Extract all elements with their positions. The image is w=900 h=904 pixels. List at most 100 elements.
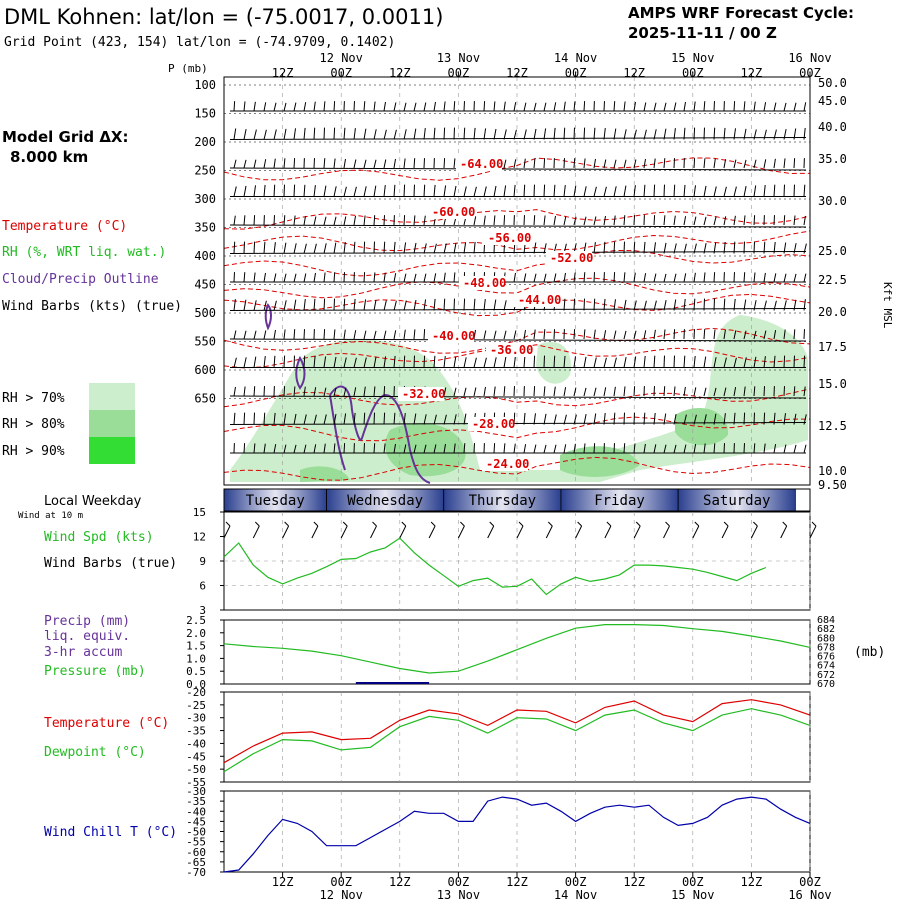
- wind-barb-flag: [714, 101, 715, 111]
- pressure-tick-label: 350: [194, 221, 216, 235]
- wind-barb-flag: [294, 356, 295, 368]
- top-time-label: 00Z: [682, 66, 704, 80]
- cycle-title: AMPS WRF Forecast Cycle:: [628, 4, 854, 22]
- top-date-label: 16 Nov: [788, 51, 831, 65]
- pressure-tick-label: 100: [194, 78, 216, 92]
- wind-barb-flag: [334, 299, 335, 311]
- top-date-label: 14 Nov: [554, 51, 597, 65]
- wind-barb-flag: [364, 242, 365, 254]
- temperature-contour-label: -44.00: [518, 293, 561, 307]
- panel-y-label: -50: [186, 763, 206, 776]
- pressure-tick-label: 400: [194, 249, 216, 263]
- wind-barb-flag: [504, 215, 505, 225]
- temperature-contour-label: -24.00: [486, 457, 529, 471]
- kft-tick-label: 35.0: [818, 152, 847, 166]
- wind-barb-flag: [414, 356, 415, 368]
- wind-barb-flag: [364, 272, 365, 282]
- weekday-label: Saturday: [703, 493, 770, 509]
- wind-barb-flag: [794, 185, 795, 197]
- top-time-label: 00Z: [330, 66, 352, 80]
- pressure-unit-label: (mb): [854, 645, 885, 660]
- wind-barb-flag: [454, 128, 455, 140]
- wind-barb-flag: [714, 299, 715, 311]
- wind-barb-flag: [564, 128, 565, 140]
- temperature-panel: -20-25-30-35-40-45-50-55: [186, 686, 810, 789]
- wind-barb-flag: [714, 128, 715, 140]
- bottom-date-label: 15 Nov: [671, 888, 714, 900]
- wind-barb-flag: [284, 386, 285, 396]
- bottom-date-label: 14 Nov: [554, 888, 597, 900]
- wind-barb-flag: [334, 101, 335, 111]
- wind-barb-flag: [244, 242, 245, 254]
- pressure-tick-label: 670: [817, 679, 835, 690]
- pressure-tick-label: 450: [194, 278, 216, 292]
- wind-barb-flag: [564, 158, 565, 168]
- temperature-contour-label: -64.00: [460, 157, 503, 171]
- bottom-time-label: 12Z: [623, 875, 645, 889]
- kft-tick-label: 40.0: [818, 120, 847, 134]
- panel-y-label: -25: [186, 699, 206, 712]
- kft-tick-label: 17.5: [818, 340, 847, 354]
- wind-barb-flag: [554, 356, 555, 368]
- wind-barb-flag: [744, 443, 745, 453]
- weekday-label: Friday: [594, 493, 645, 509]
- wind-barb-flag: [464, 299, 465, 311]
- wind-barb-flag: [304, 329, 305, 339]
- wind-barb-flag: [314, 128, 315, 140]
- pressure-tick-label: 300: [194, 192, 216, 206]
- wind-barb-flag: [624, 443, 625, 453]
- bottom-time-label: 12Z: [272, 875, 294, 889]
- panel-y-label: -45: [186, 750, 206, 763]
- wind-barb-flag: [244, 443, 245, 453]
- temperature-contour-label: -36.00: [490, 343, 533, 357]
- kft-tick-label: 15.0: [818, 377, 847, 391]
- pressure-tick-label: 250: [194, 164, 216, 178]
- wind-barb-flag: [544, 185, 545, 197]
- model-grid-value: 8.000 km: [10, 148, 88, 166]
- rh80-label: RH > 80%: [2, 417, 65, 432]
- wind-barb-flag: [344, 443, 345, 453]
- temperature-contour-label: -60.00: [432, 205, 475, 219]
- wind-barb-flag: [594, 272, 595, 282]
- wind-barb-flag: [254, 215, 255, 225]
- wind-barb-flag: [374, 443, 375, 453]
- wind-barb-flag: [784, 185, 785, 197]
- windchill-panel: -30-35-40-45-50-55-60-65-70: [186, 785, 810, 879]
- bottom-time-label: 12Z: [506, 875, 528, 889]
- panel-y-label: 1.0: [186, 652, 206, 665]
- wind-barb-flag: [754, 413, 755, 425]
- wind-barb-flag: [444, 158, 445, 168]
- kft-tick-label: 45.0: [818, 94, 847, 108]
- wind-barb-flag: [524, 215, 525, 225]
- temperature-label: Temperature (°C): [44, 716, 169, 731]
- top-time-label: 00Z: [799, 66, 821, 80]
- wind-barb-flag: [254, 242, 255, 254]
- wind-barb-flag: [324, 299, 325, 311]
- bottom-time-label: 12Z: [741, 875, 763, 889]
- wind-barb-flag: [264, 386, 265, 396]
- wind-barbs-label: Wind Barbs (true): [44, 556, 177, 571]
- wind-barb-flag: [444, 128, 445, 140]
- wind-barb-flag: [764, 413, 765, 425]
- kft-tick-label: 22.5: [818, 273, 847, 287]
- pressure-tick-label: 650: [194, 392, 216, 406]
- kft-tick-label: 10.0: [818, 464, 847, 478]
- rh90-swatch: [89, 437, 135, 464]
- temperature-contour-label: -40.00: [432, 329, 475, 343]
- wind-barb-flag: [694, 329, 695, 339]
- rh70-swatch: [89, 383, 135, 410]
- station-title: DML Kohnen: lat/lon = (-75.0017, 0.0011): [4, 5, 443, 29]
- wind-barb-flag: [704, 299, 705, 311]
- wind-barb-flag: [654, 215, 655, 225]
- wind-barb-flag: [274, 185, 275, 197]
- top-date-label: 13 Nov: [437, 51, 480, 65]
- wind-barb-flag: [374, 413, 375, 425]
- wind-barb-flag: [584, 128, 585, 140]
- bottom-date-label: 13 Nov: [437, 888, 480, 900]
- bottom-date-label: 12 Nov: [320, 888, 363, 900]
- weekday-label: Wednesday: [347, 493, 423, 509]
- legend-cloud: Cloud/Precip Outline: [2, 272, 159, 287]
- model-grid-label: Model Grid ΔX:: [2, 128, 129, 146]
